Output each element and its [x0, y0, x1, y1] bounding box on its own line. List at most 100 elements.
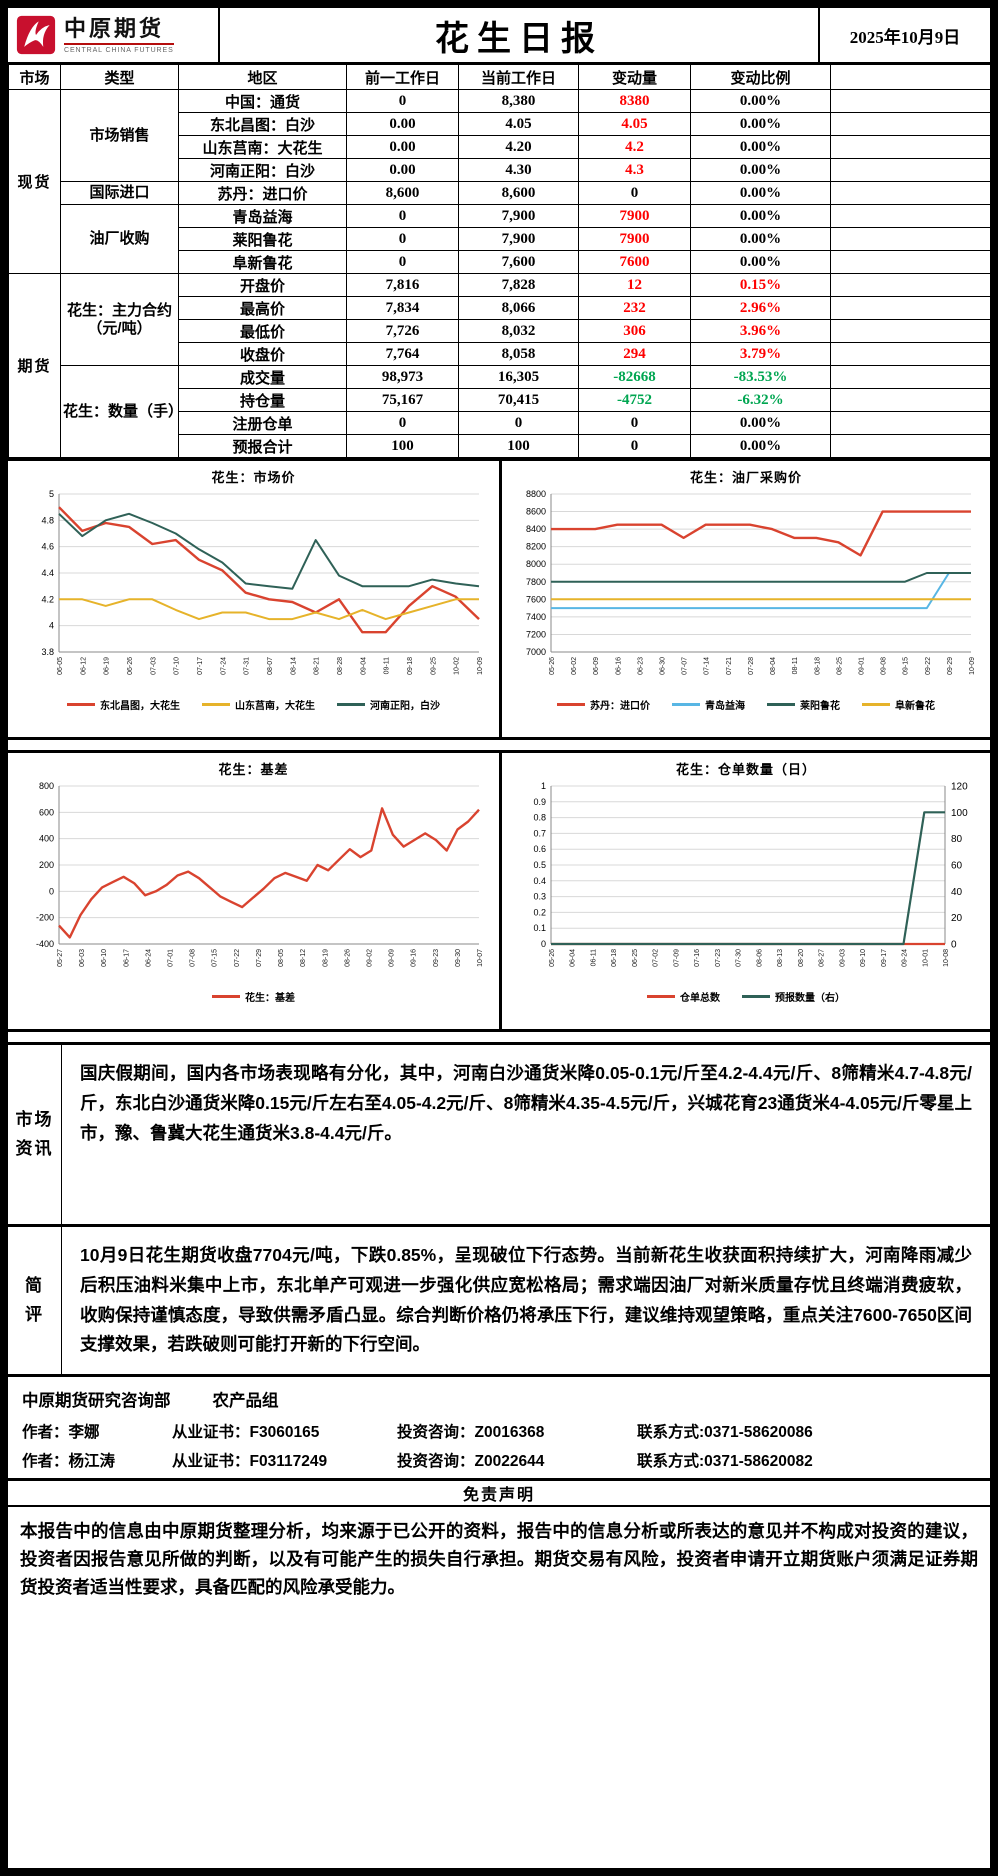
chart-warrant-panel: 花生：仓单数量（日） 0 0.1 0.2 0.3 0.4 0.5 0.6 0.7 0.8 0.9 1…: [499, 753, 990, 1029]
chart-legend: 花生：基差: [212, 984, 295, 1008]
y-axis-tick-label: 7200: [526, 629, 546, 639]
table-row: 预报合计 100 100 0 0.00%: [9, 434, 991, 458]
chart-plot: 0 0.1 0.2 0.3 0.4 0.5 0.6 0.7 0.8 0.9 1 0 20 40 60 80 10…: [533, 781, 968, 967]
legend-item: 阜新鲁花: [862, 697, 935, 712]
legend-item: 仓单总数: [647, 989, 720, 1004]
footer-dept: 中原期货研究咨询部: [22, 1392, 171, 1410]
x-axis-tick-label: 06-23: [637, 657, 644, 675]
x-axis-tick-label: 08-05: [278, 949, 285, 967]
legend-label: 仓单总数: [680, 992, 720, 1004]
y-axis-tick-label: 5: [48, 489, 53, 499]
y2-axis-tick-label: 100: [951, 808, 968, 819]
change-cell: 4.3: [578, 158, 691, 182]
legend-item: 东北昌图，大花生: [67, 697, 180, 712]
filler-cell: [830, 411, 991, 435]
y-axis-tick-label: 600: [38, 807, 53, 817]
x-axis-tick-label: 06-02: [571, 657, 578, 675]
x-axis-tick-label: 06-04: [570, 949, 577, 967]
table-row: 油厂收购 青岛益海 0 7,900 7900 0.00%: [9, 204, 991, 274]
x-axis-tick-label: 08-13: [777, 949, 784, 967]
x-axis-tick-label: 08-27: [819, 949, 826, 967]
y-axis-tick-label: 7000: [526, 647, 546, 657]
legend-label: 莱阳鲁花: [800, 700, 840, 712]
y-axis-tick-label: 400: [38, 834, 53, 844]
change-pct-cell: 0.00%: [690, 434, 831, 458]
x-axis-tick-label: 10-09: [477, 657, 484, 675]
x-axis-tick-label: 07-31: [243, 657, 250, 675]
region-cell: 苏丹：进口价: [178, 181, 347, 205]
comment-text: 10月9日花生期货收盘7704元/吨，下跌0.85%，呈现破位下行态势。当前新花…: [80, 1245, 972, 1355]
chart-legend: 东北昌图，大花生 山东莒南，大花生 河南正阳，白沙: [67, 692, 440, 716]
series-line: [57, 512, 479, 590]
x-axis-tick-label: 08-04: [770, 657, 777, 675]
x-axis-tick-label: 06-25: [632, 949, 639, 967]
y-axis-tick-label: 4.6: [41, 542, 54, 552]
x-axis-tick-label: 06-05: [57, 657, 64, 675]
legend-label: 山东莒南，大花生: [235, 700, 315, 712]
y-axis-tick-label: 4: [48, 621, 53, 631]
x-axis-tick-label: 05-26: [549, 949, 556, 967]
change-cell: 8380: [578, 89, 691, 113]
region-cell: 成交量: [178, 365, 347, 389]
x-axis-tick-label: 09-08: [881, 657, 888, 675]
col-header-filler: [830, 64, 991, 90]
series-line: [58, 598, 479, 621]
x-axis-tick-label: 08-12: [300, 949, 307, 967]
series-line: [551, 811, 945, 946]
chart-market-price-panel: 花生：市场价 3.8 4 4.2 4.4 4.6 4.8 5 06-05 06-12 06-19 0…: [8, 461, 499, 737]
series-line: [551, 572, 971, 583]
author-name: 作者：李娜: [22, 1424, 100, 1441]
footer-section: 中原期货研究咨询部 农产品组 作者：李娜 从业证书：F3060165 投资咨询：Z…: [8, 1374, 990, 1478]
y-axis-tick-label: 8600: [526, 507, 546, 517]
col-header-region: 地区: [178, 64, 347, 90]
type-cell: 花生：主力合约（元/吨）: [60, 273, 179, 366]
change-cell: 7900: [578, 227, 691, 251]
x-axis-tick-label: 07-07: [682, 657, 689, 675]
y2-axis-tick-label: 120: [951, 782, 968, 793]
table-row: 最高价 7,834 8,066 232 2.96%: [9, 296, 991, 320]
change-cell: 4.2: [578, 135, 691, 159]
x-axis-tick-label: 10-01: [922, 949, 929, 967]
legend-label: 河南正阳，白沙: [370, 700, 440, 712]
x-axis-tick-label: 07-09: [673, 949, 680, 967]
author-advisory: 投资咨询：Z0022644: [397, 1453, 545, 1470]
filler-cell: [830, 365, 991, 389]
change-cell: 12: [578, 273, 691, 297]
region-cell: 注册仓单: [178, 411, 347, 435]
col-header-current-day: 当前工作日: [458, 64, 579, 90]
y-axis-tick-label: 4.8: [41, 515, 54, 525]
region-cell: 青岛益海: [178, 204, 347, 228]
x-axis-tick-label: 07-17: [197, 657, 204, 675]
company-logo: 中原期货 CENTRAL CHINA FUTURES: [8, 8, 220, 62]
company-logo-text: 中原期货 CENTRAL CHINA FUTURES: [64, 16, 174, 54]
prev-value-cell: 98,973: [346, 365, 459, 389]
company-logo-icon: [16, 15, 56, 55]
x-axis-tick-label: 06-12: [80, 657, 87, 675]
footer-team: 农产品组: [212, 1392, 279, 1410]
table-row: 花生：数量（手） 成交量 98,973 16,305 -82668 -83.53%: [9, 365, 991, 458]
disclaimer-text: 本报告中的信息由中原期货整理分析，均来源于已公开的资料，报告中的信息分析或所表达…: [20, 1521, 978, 1597]
legend-item: 河南正阳，白沙: [337, 697, 440, 712]
series-line: [57, 807, 480, 939]
x-axis-tick-label: 08-18: [814, 657, 821, 675]
x-axis-tick-label: 08-26: [344, 949, 351, 967]
y-axis-tick-label: -200: [35, 913, 53, 923]
x-axis-tick-label: 06-16: [615, 657, 622, 675]
report-date: 2025年10月9日: [818, 8, 990, 62]
legend-swatch: [202, 702, 230, 706]
region-cell: 预报合计: [178, 434, 347, 458]
filler-cell: [830, 342, 991, 366]
x-axis-tick-label: 09-17: [881, 949, 888, 967]
col-header-prev-day: 前一工作日: [346, 64, 459, 90]
author-contact: 联系方式:0371-58620086: [637, 1424, 813, 1441]
current-value-cell: 4.20: [458, 135, 579, 159]
prev-value-cell: 8,600: [346, 181, 459, 205]
x-axis-tick-label: 07-01: [167, 949, 174, 967]
filler-cell: [830, 434, 991, 458]
y-axis-tick-label: 0.9: [533, 797, 546, 807]
y-axis-tick-label: 200: [38, 860, 53, 870]
table-row: 现货 市场销售 中国：通货 0 8,380 8380 0.00%: [8, 89, 991, 274]
change-pct-cell: 3.79%: [690, 342, 831, 366]
current-value-cell: 0: [458, 411, 579, 435]
x-axis-tick-label: 06-17: [123, 949, 130, 967]
